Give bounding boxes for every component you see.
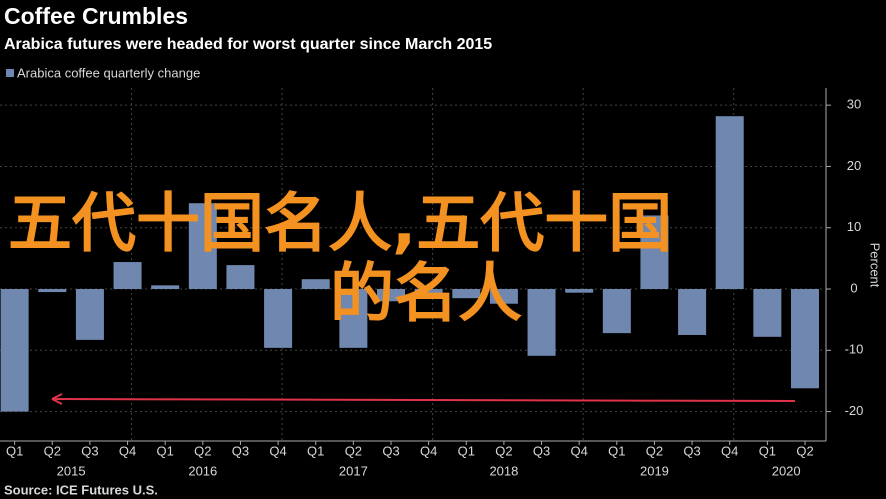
y-tick-label: 0 bbox=[850, 280, 857, 295]
x-tick-label: Q1 bbox=[458, 443, 475, 458]
legend-label: Arabica coffee quarterly change bbox=[17, 65, 200, 80]
bar bbox=[113, 262, 142, 290]
bar bbox=[414, 289, 443, 296]
bar bbox=[264, 289, 293, 348]
year-label: 2019 bbox=[640, 463, 669, 478]
bar bbox=[188, 203, 217, 290]
bar bbox=[565, 289, 594, 293]
x-tick-label: Q3 bbox=[232, 443, 249, 458]
bar bbox=[527, 289, 556, 356]
bar bbox=[791, 289, 819, 389]
chart-title: Coffee Crumbles bbox=[4, 3, 188, 29]
arrow-line bbox=[53, 398, 796, 402]
overlay-text: 的名人 bbox=[330, 258, 522, 332]
overlay-text: 五代十国名人,五代十国 bbox=[8, 188, 672, 262]
y-tick-label: -20 bbox=[845, 403, 864, 418]
bar bbox=[377, 289, 405, 302]
bar bbox=[301, 279, 330, 290]
bar bbox=[640, 215, 669, 290]
y-tick-label: 10 bbox=[847, 219, 861, 234]
y-axis-label: Percent bbox=[868, 243, 883, 288]
x-tick-label: Q3 bbox=[81, 443, 98, 458]
x-tick-label: Q1 bbox=[608, 443, 625, 458]
arrow-head bbox=[51, 393, 63, 405]
x-tick-label: Q4 bbox=[571, 443, 588, 458]
x-tick-label: Q4 bbox=[269, 443, 286, 458]
x-tick-label: Q1 bbox=[6, 443, 23, 458]
x-tick-label: Q2 bbox=[796, 443, 813, 458]
y-tick-label: 20 bbox=[847, 158, 861, 173]
year-label: 2016 bbox=[188, 463, 217, 478]
bar bbox=[151, 285, 180, 290]
x-tick-label: Q4 bbox=[721, 443, 738, 458]
x-tick-label: Q4 bbox=[119, 443, 136, 458]
x-tick-label: Q3 bbox=[533, 443, 550, 458]
chart-subtitle: Arabica futures were headed for worst qu… bbox=[4, 36, 492, 53]
bar bbox=[602, 289, 631, 334]
year-label: 2018 bbox=[489, 463, 518, 478]
bar bbox=[226, 265, 255, 290]
bar bbox=[452, 289, 481, 299]
legend-swatch bbox=[6, 69, 14, 77]
bar bbox=[753, 289, 782, 337]
bar bbox=[38, 289, 67, 293]
x-tick-label: Q3 bbox=[683, 443, 700, 458]
y-tick-label: 30 bbox=[847, 97, 861, 112]
year-label: 2017 bbox=[339, 463, 368, 478]
x-tick-label: Q2 bbox=[646, 443, 663, 458]
source: Source: ICE Futures U.S. bbox=[4, 482, 158, 497]
year-label: 2015 bbox=[57, 463, 86, 478]
x-tick-label: Q2 bbox=[345, 443, 362, 458]
x-tick-label: Q2 bbox=[495, 443, 512, 458]
bar bbox=[75, 289, 104, 340]
x-tick-label: Q4 bbox=[420, 443, 437, 458]
x-tick-label: Q3 bbox=[382, 443, 399, 458]
bar bbox=[0, 289, 29, 412]
x-tick-label: Q2 bbox=[194, 443, 211, 458]
year-label: 2020 bbox=[772, 463, 801, 478]
bar bbox=[678, 289, 707, 335]
bar bbox=[489, 289, 518, 304]
x-tick-label: Q1 bbox=[307, 443, 324, 458]
x-tick-label: Q1 bbox=[759, 443, 776, 458]
x-tick-label: Q2 bbox=[44, 443, 61, 458]
bar bbox=[339, 289, 368, 348]
bar bbox=[715, 116, 744, 290]
y-tick-label: -10 bbox=[845, 342, 864, 357]
x-tick-label: Q1 bbox=[157, 443, 174, 458]
